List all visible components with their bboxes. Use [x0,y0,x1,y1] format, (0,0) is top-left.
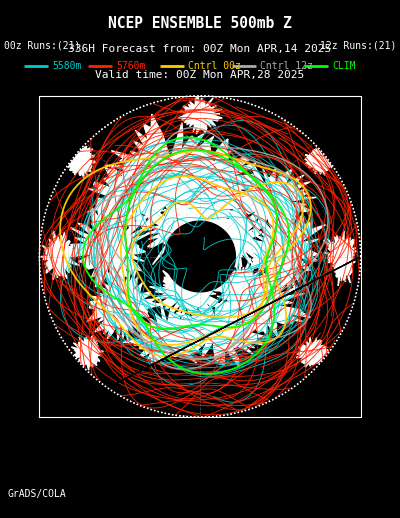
Polygon shape [146,170,224,266]
Text: 5580m: 5580m [52,61,81,71]
Text: Cntrl 00z: Cntrl 00z [188,61,241,71]
Text: 336H Forecast from: 00Z Mon APR,14 2025: 336H Forecast from: 00Z Mon APR,14 2025 [68,44,332,54]
Text: CLIM: CLIM [332,61,356,71]
Text: 12z Runs:(21): 12z Runs:(21) [320,40,396,50]
Polygon shape [217,256,310,342]
Polygon shape [165,221,235,292]
Polygon shape [71,336,104,370]
Polygon shape [87,160,171,237]
Polygon shape [123,297,203,363]
Polygon shape [167,139,260,220]
Polygon shape [305,146,339,175]
Polygon shape [210,257,271,310]
Polygon shape [87,256,162,341]
Polygon shape [203,209,277,277]
Polygon shape [26,83,374,430]
Text: Cntrl 12z: Cntrl 12z [260,61,313,71]
Polygon shape [230,167,316,234]
Polygon shape [106,114,248,231]
Polygon shape [150,254,221,326]
Text: 00z Runs:(21): 00z Runs:(21) [4,40,80,50]
Polygon shape [178,96,222,134]
Text: 5760m: 5760m [116,61,145,71]
Polygon shape [41,232,80,280]
Text: NCEP ENSEMBLE 500mb Z: NCEP ENSEMBLE 500mb Z [108,16,292,31]
Text: GrADS/COLA: GrADS/COLA [8,490,67,499]
Text: Valid time: 00Z Mon APR,28 2025: Valid time: 00Z Mon APR,28 2025 [95,70,305,80]
Polygon shape [296,337,329,367]
Polygon shape [246,206,326,300]
Polygon shape [65,197,149,292]
Polygon shape [324,231,356,286]
Polygon shape [161,297,270,367]
Polygon shape [168,159,251,276]
Polygon shape [64,144,95,178]
